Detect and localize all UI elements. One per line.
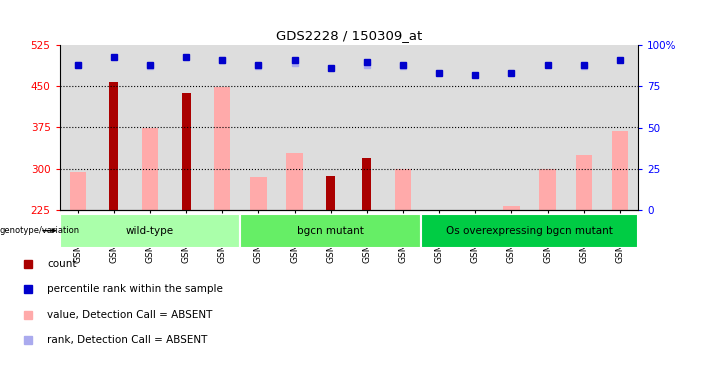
Bar: [529, 45, 566, 210]
Bar: [362, 158, 372, 210]
Bar: [601, 45, 638, 210]
Text: bgcn mutant: bgcn mutant: [297, 226, 364, 236]
Bar: [467, 210, 484, 213]
Bar: [69, 171, 86, 210]
Text: wild-type: wild-type: [126, 226, 174, 236]
Bar: [395, 169, 411, 210]
Text: count: count: [48, 259, 77, 269]
Bar: [431, 210, 447, 213]
Bar: [539, 169, 556, 210]
Bar: [204, 45, 240, 210]
Bar: [240, 45, 276, 210]
Bar: [457, 45, 494, 210]
Bar: [60, 214, 240, 248]
Bar: [421, 214, 638, 248]
Bar: [214, 87, 231, 210]
Bar: [326, 176, 335, 210]
Bar: [96, 45, 132, 210]
Bar: [313, 45, 349, 210]
Bar: [385, 45, 421, 210]
Bar: [182, 93, 191, 210]
Bar: [132, 45, 168, 210]
Bar: [421, 45, 457, 210]
Bar: [142, 128, 158, 210]
Bar: [494, 45, 529, 210]
Bar: [612, 131, 628, 210]
Title: GDS2228 / 150309_at: GDS2228 / 150309_at: [275, 30, 422, 42]
Text: Os overexpressing bgcn mutant: Os overexpressing bgcn mutant: [446, 226, 613, 236]
Text: rank, Detection Call = ABSENT: rank, Detection Call = ABSENT: [48, 335, 207, 345]
Text: genotype/variation: genotype/variation: [0, 226, 80, 235]
Bar: [287, 153, 303, 210]
Text: percentile rank within the sample: percentile rank within the sample: [48, 284, 223, 294]
Bar: [576, 155, 592, 210]
Bar: [168, 45, 204, 210]
Bar: [60, 45, 96, 210]
Text: value, Detection Call = ABSENT: value, Detection Call = ABSENT: [48, 309, 213, 320]
Bar: [566, 45, 601, 210]
Bar: [503, 206, 519, 210]
Bar: [348, 45, 385, 210]
Bar: [240, 214, 421, 248]
Bar: [276, 45, 313, 210]
Bar: [109, 82, 118, 210]
Bar: [250, 177, 266, 210]
